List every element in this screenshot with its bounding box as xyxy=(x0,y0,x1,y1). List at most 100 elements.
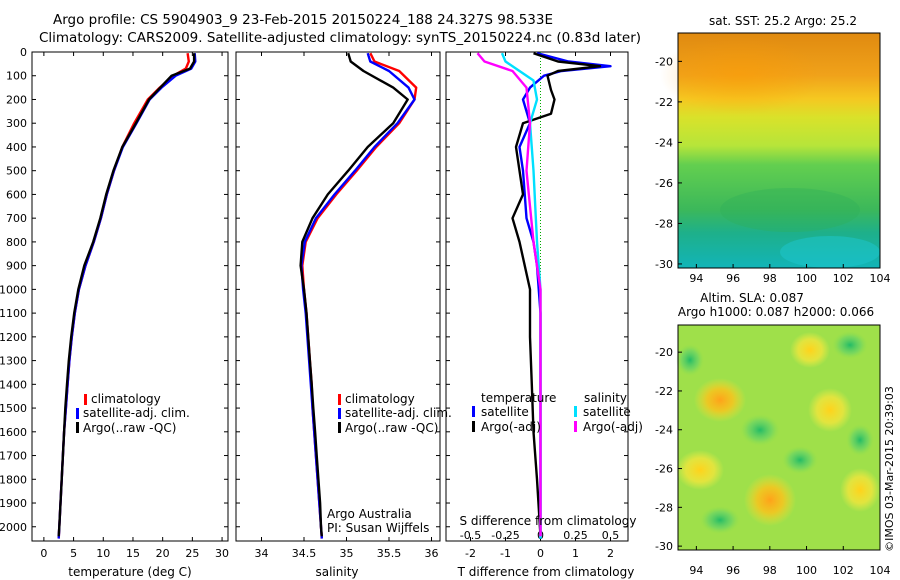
x-tick-label: 25 xyxy=(185,547,199,560)
depth-tick-label: 1100 xyxy=(0,307,27,320)
depth-tick-label: 0 xyxy=(20,46,27,59)
map-x-tick-label: 96 xyxy=(726,564,740,577)
series-line xyxy=(476,52,542,537)
sla-low xyxy=(782,446,818,474)
depth-tick-label: 900 xyxy=(6,260,27,273)
map-x-tick-label: 102 xyxy=(833,272,854,285)
map-y-tick-label: -24 xyxy=(655,136,673,149)
legend-label: Argo(..raw -QC) xyxy=(83,421,176,435)
salinity-x-axis: 34 34.5 35 35.5 36 xyxy=(255,52,439,560)
map-y-tick-label: -26 xyxy=(655,463,673,476)
depth-tick-label: 600 xyxy=(6,188,27,201)
depth-tick-label: 1400 xyxy=(0,378,27,391)
map-x-tick-label: 104 xyxy=(870,272,891,285)
x-tick-label: 20 xyxy=(156,547,170,560)
sla-map-axes: 94 96 98 100 102 104 -20 -22 -24 -26 -28 -30 xyxy=(655,346,890,577)
sla-map-subtitle: Argo h1000: 0.087 h2000: 0.066 xyxy=(678,305,874,319)
s-tick-label: -0.5 xyxy=(460,529,481,542)
map-x-tick-label: 104 xyxy=(870,564,891,577)
map-x-tick-label: 94 xyxy=(689,564,703,577)
x-tick-label: 15 xyxy=(126,547,140,560)
map-y-tick-label: -22 xyxy=(655,385,673,398)
header-line-1: Argo profile: CS 5904903_9 23-Feb-2015 2… xyxy=(53,12,553,28)
salinity-legend: climatology satellite-adj. clim. Argo(..… xyxy=(338,392,452,435)
x-tick-label: -1 xyxy=(500,547,511,560)
map-x-tick-label: 100 xyxy=(796,564,817,577)
sla-high xyxy=(790,332,830,368)
legend-label: Argo(-adj) xyxy=(481,420,541,434)
depth-tick-label: 2000 xyxy=(0,521,27,534)
sla-low xyxy=(676,344,704,376)
x-tick-label: 36 xyxy=(425,547,439,560)
difference-series xyxy=(476,52,612,539)
map-y-tick-label: -20 xyxy=(655,55,673,68)
series-line xyxy=(57,53,196,537)
temperature-axis-label: temperature (deg C) xyxy=(68,565,191,579)
depth-tick-label: 1900 xyxy=(0,497,27,510)
legend-header-salinity: salinity xyxy=(584,391,627,405)
temperature-series xyxy=(57,53,197,539)
depth-tick-label: 100 xyxy=(6,70,27,83)
depth-tick-label: 700 xyxy=(6,212,27,225)
legend-swatch-t-satellite xyxy=(472,406,475,417)
s-tick-label: -0.25 xyxy=(491,529,519,542)
sla-low xyxy=(832,331,868,359)
sla-map-title: Altim. SLA: 0.087 xyxy=(700,291,804,305)
sla-low xyxy=(740,414,780,446)
depth-tick-label: 1200 xyxy=(0,331,27,344)
legend-swatch-s-argo xyxy=(574,421,577,432)
map-y-tick-label: -28 xyxy=(655,501,673,514)
sst-cool-patch xyxy=(780,236,880,268)
legend-label: satellite-adj. clim. xyxy=(345,406,452,420)
depth-tick-label: 1600 xyxy=(0,426,27,439)
map-y-tick-label: -28 xyxy=(655,217,673,230)
legend-label: satellite xyxy=(583,405,631,419)
temperature-legend: climatology satellite-adj. clim. Argo(..… xyxy=(76,392,190,435)
legend-swatch-argo xyxy=(338,422,341,433)
s-tick-label: 0.5 xyxy=(602,529,620,542)
series-line xyxy=(299,52,409,537)
sla-high xyxy=(694,378,746,422)
map-x-tick-label: 98 xyxy=(763,272,777,285)
s-difference-axis-label: S difference from climatology xyxy=(460,514,637,528)
map-x-tick-label: 96 xyxy=(726,272,740,285)
x-tick-label: 10 xyxy=(96,547,110,560)
sla-high xyxy=(744,474,796,526)
t-difference-axis-label: T difference from climatology xyxy=(457,565,635,579)
temperature-panel-frame xyxy=(31,51,229,542)
legend-label: satellite xyxy=(481,405,529,419)
depth-tick-label: 800 xyxy=(6,236,27,249)
s-tick-label: 0.25 xyxy=(563,529,588,542)
depth-tick-label: 200 xyxy=(6,93,27,106)
legend-swatch-satellite xyxy=(76,408,79,419)
sla-high xyxy=(676,450,724,490)
series-line xyxy=(511,52,602,537)
legend-swatch-climatology xyxy=(84,394,87,405)
depth-tick-label: 1500 xyxy=(0,402,27,415)
x-tick-label: 30 xyxy=(215,547,229,560)
x-tick-label: 34.5 xyxy=(292,547,317,560)
salinity-panel-frame xyxy=(235,51,441,542)
series-line xyxy=(301,52,418,539)
legend-swatch-argo xyxy=(76,422,79,433)
header-line-2: Climatology: CARS2009. Satellite-adjuste… xyxy=(39,30,641,46)
depth-axis: 0 100 200 300 400 500 600 700 800 900 1000 1100 1200… xyxy=(0,46,628,534)
map-x-tick-label: 98 xyxy=(763,564,777,577)
sst-green-patch xyxy=(720,188,860,232)
series-line xyxy=(500,52,542,539)
legend-swatch-t-argo xyxy=(472,421,475,432)
depth-tick-label: 1300 xyxy=(0,355,27,368)
map-x-tick-label: 100 xyxy=(796,272,817,285)
legend-label: climatology xyxy=(345,392,415,406)
salinity-axis-label: salinity xyxy=(315,565,358,579)
legend-swatch-s-satellite xyxy=(574,406,577,417)
sla-map-frame xyxy=(677,324,881,551)
imos-stamp: ©IMOS 03-Mar-2015 20:39:03 xyxy=(883,386,896,552)
map-x-tick-label: 94 xyxy=(689,272,703,285)
x-tick-label: 1 xyxy=(572,547,579,560)
series-line xyxy=(57,53,197,539)
map-y-tick-label: -26 xyxy=(655,177,673,190)
x-tick-label: 2 xyxy=(607,547,614,560)
